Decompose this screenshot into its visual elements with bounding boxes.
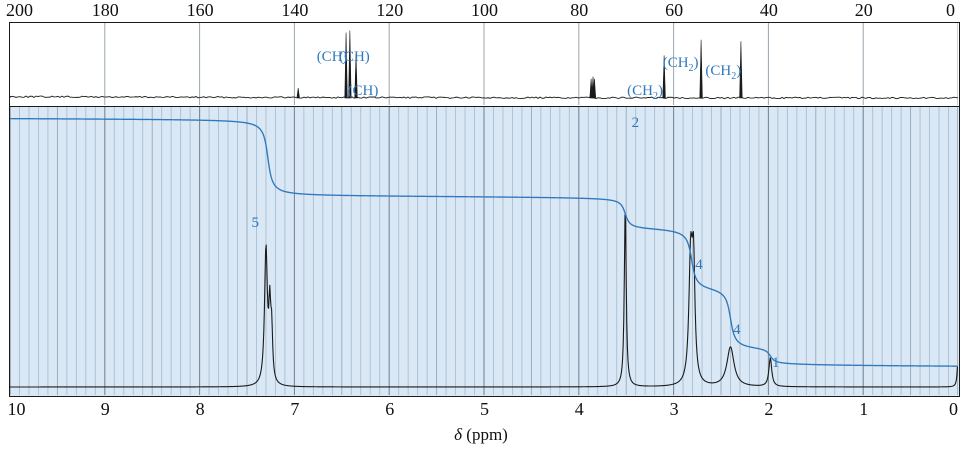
integral-label-1: 1 xyxy=(771,355,780,371)
integral-label-4a: 4 xyxy=(695,257,703,273)
carbon-tick-60: 60 xyxy=(665,0,684,20)
carbon-label-ch-128: (CH) xyxy=(338,49,370,65)
proton-1-spectrum-panel: 5 2 4 4 1 xyxy=(9,107,960,397)
proton-tick-3: 3 xyxy=(669,399,679,419)
carbon-tick-200: 200 xyxy=(6,0,33,20)
carbon-13-spectrum-panel: (CH)(CH)(CH)(C)(CH2)(CH2)(CH2) xyxy=(9,22,960,107)
carbon-label-ch2-54: (CH2) xyxy=(662,55,699,74)
carbon-13-trace xyxy=(10,23,958,105)
proton-1-trace xyxy=(10,107,958,395)
proton-tick-2: 2 xyxy=(764,399,774,419)
proton-tick-5: 5 xyxy=(480,399,489,419)
carbon-tick-100: 100 xyxy=(471,0,498,20)
carbon-tick-80: 80 xyxy=(570,0,589,20)
proton-tick-1: 1 xyxy=(859,399,869,419)
ppm-units: (ppm) xyxy=(466,425,508,444)
x-axis-title: δ (ppm) xyxy=(0,425,962,445)
carbon-label-ch2-62: (CH2) xyxy=(627,83,663,102)
carbon-tick-0: 0 xyxy=(946,0,955,20)
carbon-tick-160: 160 xyxy=(186,0,214,20)
integral-label-2: 2 xyxy=(631,115,640,131)
proton-tick-9: 9 xyxy=(100,399,110,419)
carbon-label-ch2-46: (CH2) xyxy=(705,63,742,82)
carbon-tick-120: 120 xyxy=(376,0,404,20)
carbon-tick-140: 140 xyxy=(281,0,309,20)
carbon-tick-20: 20 xyxy=(854,0,873,20)
delta-symbol: δ xyxy=(454,425,463,444)
carbon-tick-180: 180 xyxy=(91,0,119,20)
proton-tick-4: 4 xyxy=(574,399,584,419)
integral-label-4b: 4 xyxy=(733,322,741,338)
proton-tick-10: 10 xyxy=(7,399,26,419)
proton-tick-6: 6 xyxy=(385,399,395,419)
carbon-label-ch-129: (CH) xyxy=(316,49,348,65)
proton-tick-0: 0 xyxy=(949,399,958,419)
carbon-label-ch-127: (CH) xyxy=(347,83,379,99)
integral-label-5: 5 xyxy=(251,215,260,231)
proton-tick-7: 7 xyxy=(290,399,300,419)
proton-tick-8: 8 xyxy=(195,399,205,419)
carbon-tick-40: 40 xyxy=(759,0,778,20)
